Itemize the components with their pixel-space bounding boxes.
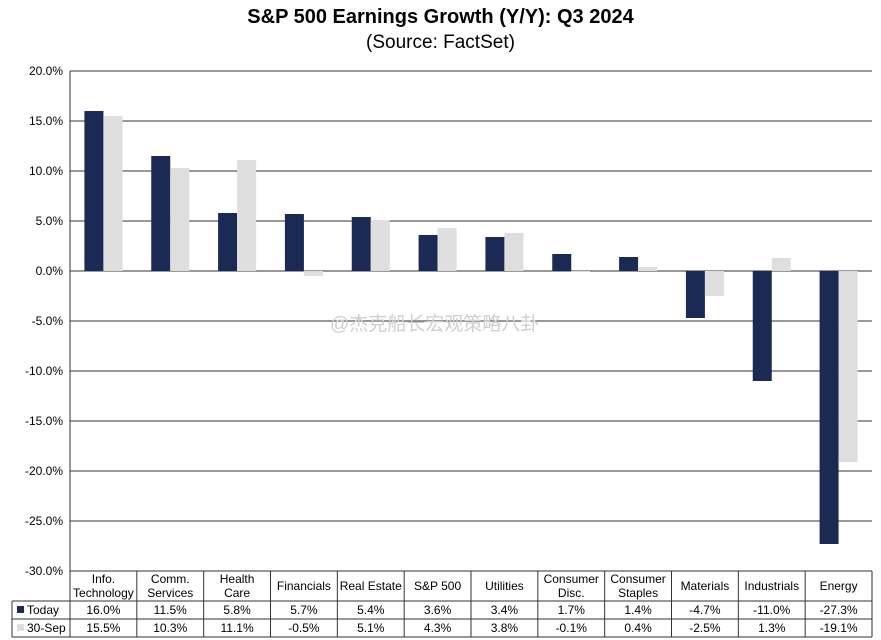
data-label: -11.0% xyxy=(753,603,790,617)
category-label: Consumer xyxy=(610,572,665,586)
bar-30-sep xyxy=(571,271,591,272)
data-label: -4.7% xyxy=(689,603,721,617)
data-label: 3.8% xyxy=(491,621,519,635)
y-tick-label: 15.0% xyxy=(29,114,63,128)
category-label: S&P 500 xyxy=(414,579,461,593)
legend-key-today xyxy=(17,606,24,613)
bar-today xyxy=(351,217,371,271)
category-label: Care xyxy=(224,586,250,600)
data-label: -27.3% xyxy=(820,603,858,617)
bar-30-sep xyxy=(638,267,658,271)
bar-today xyxy=(685,271,705,318)
category-label: Staples xyxy=(618,586,658,600)
category-label: Real Estate xyxy=(340,579,402,593)
data-label: -0.5% xyxy=(288,621,320,635)
data-label: -0.1% xyxy=(556,621,588,635)
data-label: 3.4% xyxy=(491,603,519,617)
bar-today xyxy=(418,235,438,271)
category-label: Services xyxy=(147,586,193,600)
y-tick-label: 20.0% xyxy=(29,64,63,78)
bar-30-sep xyxy=(704,271,724,296)
bar-30-sep xyxy=(170,168,190,271)
data-label: 11.1% xyxy=(221,621,254,635)
category-label: Industrials xyxy=(744,579,799,593)
category-label: Comm. xyxy=(151,572,190,586)
bar-today xyxy=(819,271,839,544)
legend-label: Today xyxy=(27,603,59,617)
data-label: 5.1% xyxy=(357,621,385,635)
legend-label: 30-Sep xyxy=(27,621,66,635)
data-label: 3.6% xyxy=(424,603,452,617)
bar-30-sep xyxy=(103,116,123,271)
y-tick-label: -5.0% xyxy=(32,314,64,328)
bar-today xyxy=(485,237,505,271)
category-label: Financials xyxy=(277,579,331,593)
data-label: 11.5% xyxy=(154,603,187,617)
data-label: 16.0% xyxy=(86,603,120,617)
legend-key-30-sep xyxy=(17,624,24,631)
y-tick-label: 5.0% xyxy=(36,214,64,228)
y-tick-label: -30.0% xyxy=(25,564,63,578)
bar-today xyxy=(752,271,772,381)
bar-today xyxy=(84,111,104,271)
y-tick-label: -20.0% xyxy=(25,464,63,478)
bar-30-sep xyxy=(370,220,390,271)
bar-today xyxy=(619,257,639,271)
category-label: Technology xyxy=(73,586,134,600)
bar-today xyxy=(284,214,304,271)
bar-30-sep xyxy=(237,160,257,271)
chart-subtitle: (Source: FactSet) xyxy=(366,32,515,53)
y-tick-label: 0.0% xyxy=(36,264,64,278)
data-label: 15.5% xyxy=(86,621,120,635)
bar-30-sep xyxy=(504,233,524,271)
watermark-text: @杰克船长宏观策略八卦 xyxy=(330,313,539,335)
y-tick-label: 10.0% xyxy=(29,164,63,178)
bar-30-sep xyxy=(437,228,457,271)
bar-30-sep xyxy=(303,271,323,276)
bar-today xyxy=(218,213,238,271)
data-label: 4.3% xyxy=(424,621,452,635)
category-label: Energy xyxy=(820,579,858,593)
data-label: 5.8% xyxy=(223,603,251,617)
data-label: 5.7% xyxy=(290,603,318,617)
bar-today xyxy=(552,254,572,271)
data-label: 1.3% xyxy=(758,621,786,635)
data-label: -19.1% xyxy=(820,621,858,635)
y-tick-label: -15.0% xyxy=(25,414,63,428)
data-label: 1.4% xyxy=(624,603,652,617)
category-label: Info. xyxy=(92,572,115,586)
chart-title: S&P 500 Earnings Growth (Y/Y): Q3 2024 xyxy=(247,6,634,28)
category-label: Utilities xyxy=(485,579,524,593)
bar-today xyxy=(151,156,171,271)
data-label: -2.5% xyxy=(689,621,721,635)
category-label: Materials xyxy=(681,579,730,593)
category-label: Health xyxy=(220,572,255,586)
data-label: 5.4% xyxy=(357,603,385,617)
data-label: 10.3% xyxy=(153,621,187,635)
data-label: 1.7% xyxy=(558,603,586,617)
bar-30-sep xyxy=(838,271,858,462)
y-tick-label: -25.0% xyxy=(25,514,63,528)
bar-30-sep xyxy=(771,258,791,271)
data-label: 0.4% xyxy=(624,621,652,635)
category-label: Disc. xyxy=(558,586,585,600)
category-label: Consumer xyxy=(544,572,599,586)
y-tick-label: -10.0% xyxy=(25,364,63,378)
